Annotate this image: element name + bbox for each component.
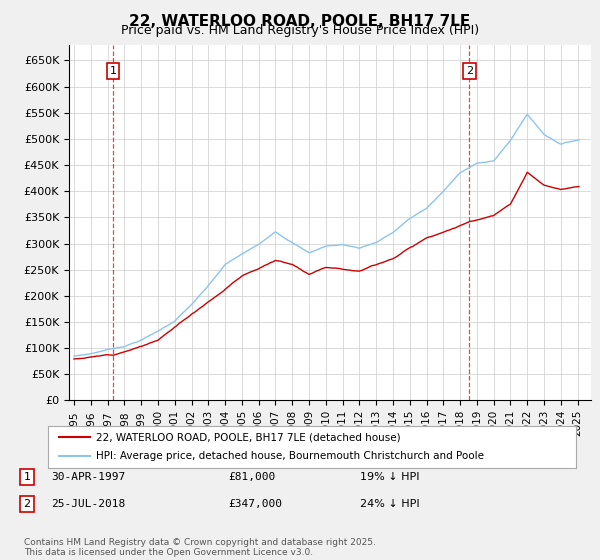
Text: HPI: Average price, detached house, Bournemouth Christchurch and Poole: HPI: Average price, detached house, Bour…: [95, 451, 484, 461]
Text: Price paid vs. HM Land Registry's House Price Index (HPI): Price paid vs. HM Land Registry's House …: [121, 24, 479, 37]
Text: 1: 1: [23, 472, 31, 482]
Text: 2: 2: [23, 499, 31, 509]
Text: 19% ↓ HPI: 19% ↓ HPI: [360, 472, 419, 482]
Text: 30-APR-1997: 30-APR-1997: [51, 472, 125, 482]
Text: 22, WATERLOO ROAD, POOLE, BH17 7LE: 22, WATERLOO ROAD, POOLE, BH17 7LE: [130, 14, 470, 29]
Text: 25-JUL-2018: 25-JUL-2018: [51, 499, 125, 509]
Text: £347,000: £347,000: [228, 499, 282, 509]
Text: 22, WATERLOO ROAD, POOLE, BH17 7LE (detached house): 22, WATERLOO ROAD, POOLE, BH17 7LE (deta…: [95, 432, 400, 442]
Text: £81,000: £81,000: [228, 472, 275, 482]
Text: 24% ↓ HPI: 24% ↓ HPI: [360, 499, 419, 509]
Text: 2: 2: [466, 66, 473, 76]
Text: 1: 1: [110, 66, 116, 76]
Text: Contains HM Land Registry data © Crown copyright and database right 2025.
This d: Contains HM Land Registry data © Crown c…: [24, 538, 376, 557]
